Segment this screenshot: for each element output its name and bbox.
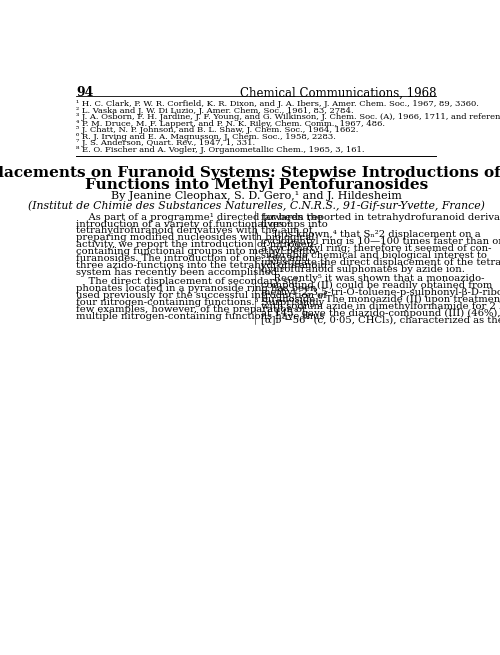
Text: methyl  2,3,5-tri-O-toluene-p-sulphonyl-β-D-ribo-: methyl 2,3,5-tri-O-toluene-p-sulphonyl-β… — [261, 288, 500, 297]
Text: ⁷ J. S. Anderson, Quart. Rev., 1947, 1, 331.: ⁷ J. S. Anderson, Quart. Rev., 1947, 1, … — [76, 140, 256, 147]
Text: Functions into Methyl Pentofuranosides: Functions into Methyl Pentofuranosides — [84, 178, 428, 192]
Text: It is known,⁴ that Sₙ²2 displacement on a: It is known,⁴ that Sₙ²2 displacement on … — [261, 231, 480, 239]
Text: siderable chemical and biological interest to: siderable chemical and biological intere… — [261, 251, 487, 260]
Text: introduction of a variety of functional groups into: introduction of a variety of functional … — [76, 219, 328, 229]
Text: [α]ᴅ −56° (c, 0·05, CHCl₃), characterized as the: [α]ᴅ −56° (c, 0·05, CHCl₃), characterize… — [261, 316, 500, 325]
Text: activity, we report the introduction of nitrogen-: activity, we report the introduction of … — [76, 240, 317, 250]
Text: containing functional groups into methyl pento-: containing functional groups into methyl… — [76, 247, 319, 256]
Text: at 145° gave the diazido-compound (III) (46%),: at 145° gave the diazido-compound (III) … — [261, 309, 500, 318]
Text: multiple nitrogen-containing functions have thus: multiple nitrogen-containing functions h… — [76, 312, 325, 321]
Text: tives.³: tives.³ — [261, 219, 292, 229]
Text: ⁵ J. Chatt, N. P. Johnson, and B. L. Shaw, J. Chem. Soc., 1964, 1662.: ⁵ J. Chatt, N. P. Johnson, and B. L. Sha… — [76, 126, 359, 134]
Text: system has recently been accomplished.²: system has recently been accomplished.² — [76, 268, 284, 277]
Text: ⁸ E. O. Fischer and A. Vogler, J. Organometallic Chem., 1965, 3, 161.: ⁸ E. O. Fischer and A. Vogler, J. Organo… — [76, 146, 365, 154]
Text: few examples, however, of the preparation of: few examples, however, of the preparatio… — [76, 305, 306, 314]
Text: (Institut de Chimie des Substances Naturelles, C.N.R.S., 91-Gif-sur-Yvette, Fran: (Institut de Chimie des Substances Natur… — [28, 200, 484, 211]
Text: furanosides. The introduction of one, two and: furanosides. The introduction of one, tw… — [76, 254, 308, 263]
Text: Chemical Communications, 1968: Chemical Communications, 1968 — [240, 86, 436, 100]
Text: hydrofuranoid sulphonates by azide ion.: hydrofuranoid sulphonates by azide ion. — [261, 265, 465, 274]
Text: investigate the direct displacement of the tetra-: investigate the direct displacement of t… — [261, 258, 500, 267]
Text: ⁴ P. M. Druce, M. F. Lappert, and P. N. K. Riley, Chem. Comm., 1967, 486.: ⁴ P. M. Druce, M. F. Lappert, and P. N. … — [76, 120, 386, 128]
Text: a cyclohexyl ring; therefore it seemed of con-: a cyclohexyl ring; therefore it seemed o… — [261, 244, 492, 253]
Text: 94: 94 — [76, 86, 94, 100]
Text: Displacements on Furanoid Systems: Stepwise Introductions of Azide: Displacements on Furanoid Systems: Stepw… — [0, 166, 500, 180]
Text: ⁶ R. J. Irving and E. A. Magnusson, J. Chem. Soc., 1958, 2283.: ⁶ R. J. Irving and E. A. Magnusson, J. C… — [76, 133, 336, 141]
Text: As part of a programme¹ directed towards the: As part of a programme¹ directed towards… — [76, 213, 324, 221]
Text: furanoside.⁶ The monoazide (II) upon treatment: furanoside.⁶ The monoazide (II) upon tre… — [261, 295, 500, 304]
Text: cyclopentyl ring is 10—100 times faster than on: cyclopentyl ring is 10—100 times faster … — [261, 237, 500, 246]
Text: preparing modified nucleosides with biological: preparing modified nucleosides with biol… — [76, 233, 315, 242]
Text: with sodium azide in dimethylformamide for 2 hr.: with sodium azide in dimethylformamide f… — [261, 302, 500, 311]
Text: ¹ H. C. Clark, P. W. R. Corfield, K. R. Dixon, and J. A. Ibers, J. Amer. Chem. S: ¹ H. C. Clark, P. W. R. Corfield, K. R. … — [76, 100, 479, 108]
Text: ³ J. A. Osborn, F. H. Jardine, J. F. Young, and G. Wilkinson, J. Chem. Soc. (A),: ³ J. A. Osborn, F. H. Jardine, J. F. You… — [76, 113, 500, 121]
Text: three azido-functions into the tetrahydrofuranoid: three azido-functions into the tetrahydr… — [76, 261, 328, 270]
Text: Recently⁵ it was shown that a monoazido-: Recently⁵ it was shown that a monoazido- — [261, 274, 484, 283]
Text: compound (II) could be readily obtained from: compound (II) could be readily obtained … — [261, 281, 492, 290]
Text: four nitrogen-containing functions.³ Surprisingly: four nitrogen-containing functions.³ Sur… — [76, 298, 324, 307]
Text: The direct displacement of secondary sul-: The direct displacement of secondary sul… — [76, 277, 302, 286]
Text: phonates located in a pyranoside ring has been: phonates located in a pyranoside ring ha… — [76, 284, 317, 293]
Text: used previously for the successful introduction of: used previously for the successful intro… — [76, 291, 328, 300]
Text: far been reported in tetrahydrofuranoid deriva-: far been reported in tetrahydrofuranoid … — [261, 213, 500, 221]
Text: By Jeanine Cleophax, S. D. Gero,¹ and J. Hildesheim: By Jeanine Cleophax, S. D. Gero,¹ and J.… — [111, 191, 402, 201]
Text: ² L. Vaska and J. W. Di Luzio, J. Amer. Chem. Soc., 1961, 83, 2784.: ² L. Vaska and J. W. Di Luzio, J. Amer. … — [76, 107, 354, 115]
Text: tetrahydrofuranoid derivatives with the aim of: tetrahydrofuranoid derivatives with the … — [76, 227, 313, 235]
